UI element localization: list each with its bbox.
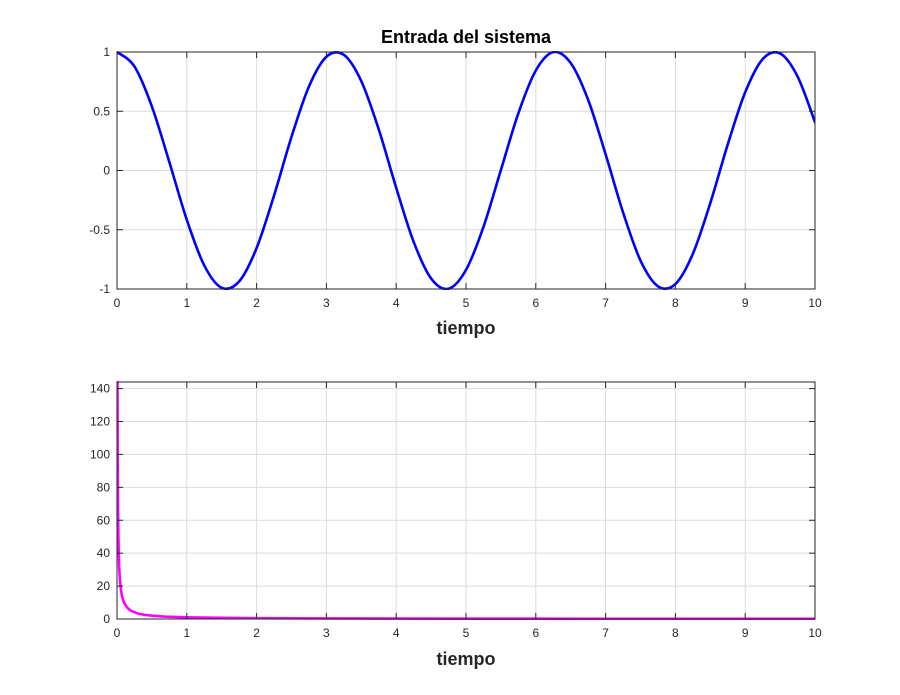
x-tick-label: 5 [463, 296, 470, 310]
y-tick-label: -0.5 [89, 223, 110, 237]
y-tick-label: 120 [90, 415, 110, 429]
y-tick-label: 0.5 [93, 104, 110, 118]
x-tick-label: 5 [463, 626, 470, 640]
grid [117, 52, 815, 289]
x-tick-label: 7 [602, 296, 609, 310]
top-plot: 0 1 2 3 4 5 6 7 8 9 10 -1 -0.5 0 0.5 1 Entrada del siste… [89, 27, 822, 338]
x-tick-label: 6 [532, 296, 539, 310]
y-tick-label: 40 [97, 546, 111, 560]
x-tick-label: 1 [183, 296, 190, 310]
x-tick-label: 0 [114, 626, 121, 640]
y-tick-label: 140 [90, 382, 110, 396]
x-tick-label: 9 [742, 296, 749, 310]
chart-title: Entrada del sistema [381, 27, 552, 47]
x-tick-label: 10 [808, 296, 822, 310]
x-tick-label: 0 [114, 296, 121, 310]
y-tick-label: 20 [97, 579, 111, 593]
x-tick-label: 2 [253, 296, 260, 310]
x-tick-label: 4 [393, 296, 400, 310]
grid [117, 382, 815, 619]
x-tick-label: 4 [393, 626, 400, 640]
x-tick-label: 1 [183, 626, 190, 640]
x-tick-label: 2 [253, 626, 260, 640]
x-axis-label: tiempo [436, 318, 495, 338]
x-tick-label: 10 [808, 626, 822, 640]
y-tick-label: 100 [90, 447, 110, 461]
y-tick-label: -1 [99, 282, 110, 296]
x-tick-label: 3 [323, 626, 330, 640]
series-line [117, 51, 815, 290]
x-tick-label: 9 [742, 626, 749, 640]
x-tick-label: 6 [532, 626, 539, 640]
y-tick-label: 0 [103, 164, 110, 178]
x-tick-label: 7 [602, 626, 609, 640]
y-tick-label: 60 [97, 513, 111, 527]
x-tick-label: 8 [672, 626, 679, 640]
x-axis-label: tiempo [436, 649, 495, 669]
x-tick-label: 8 [672, 296, 679, 310]
y-tick-label: 80 [97, 480, 111, 494]
y-tick-label: 1 [103, 45, 110, 59]
y-tick-label: 0 [103, 612, 110, 626]
x-tick-label: 3 [323, 296, 330, 310]
